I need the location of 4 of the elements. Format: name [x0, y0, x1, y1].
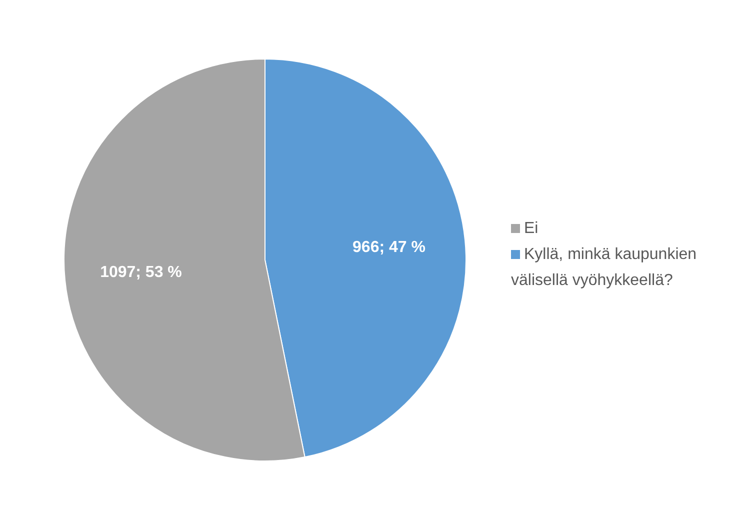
data-label: 1097; 53 % — [100, 264, 182, 281]
legend-label: Kyllä, minkä kaupunkien välisellä vyöhykkeellä? — [511, 246, 697, 289]
data-label: 966; 47 % — [352, 239, 426, 256]
legend-label: Ei — [524, 220, 538, 237]
